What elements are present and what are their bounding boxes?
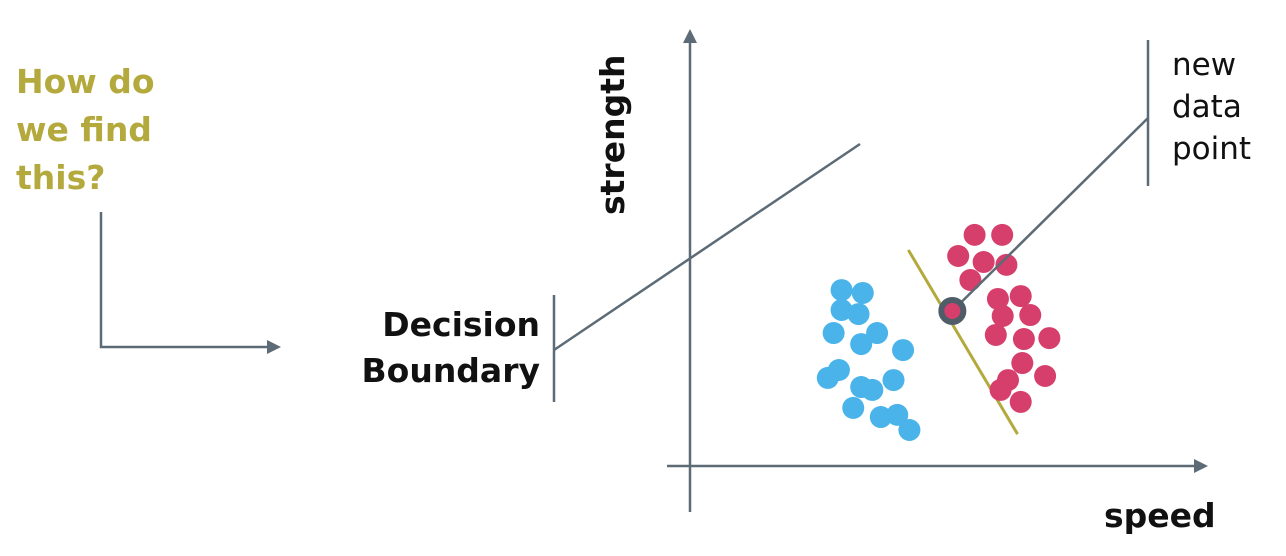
blue-class-point [851,281,874,304]
new-data-point-label-line-1: new [1172,47,1237,83]
pink-class-point [947,245,970,267]
question-pointer-arrow [99,212,281,354]
question-line-3: this? [16,158,106,197]
y-axis-label: strength [593,54,632,215]
decision-boundary-label: Decision Boundary [320,302,541,394]
pink-class-point [1009,390,1032,413]
pink-class-point [1012,328,1035,351]
blue-class-point [861,378,884,401]
x-axis-label: speed [1104,496,1216,535]
blue-class-point [869,406,892,429]
pink-class-point [989,378,1012,401]
question-text: How do we find this? [16,58,216,202]
question-line-2: we find [16,110,152,149]
pink-class-point [991,305,1014,327]
pink-class-point [959,269,982,291]
new-data-point-label-line-2: data [1172,89,1242,125]
pink-class-point [986,287,1009,310]
pink-class-point [963,223,986,246]
decision-boundary-label-line-2: Boundary [361,351,541,390]
new-data-point [938,296,967,325]
pink-class-point [991,223,1014,246]
pink-class-point [995,253,1018,276]
pink-class-point [1034,365,1057,387]
new-point-leader-line [951,117,1149,312]
pink-class-point [1009,285,1032,308]
blue-class-point [830,279,853,302]
decision-boundary-layer [907,249,1019,435]
blue-class-point [886,403,909,426]
blue-class-point [850,333,873,356]
data-points-layer [816,223,1061,441]
pink-class-point [1038,327,1061,350]
question-line-1: How do [16,62,155,101]
decision-boundary-line [907,249,1019,435]
blue-class-point [830,299,853,321]
pink-class-point [1011,352,1034,375]
pink-class-point [1019,304,1042,327]
boundary-leader-line [553,142,861,352]
new-data-point-label-line-3: point [1172,131,1252,167]
blue-class-point [822,322,845,345]
blue-class-point [882,369,905,392]
decision-boundary-label-line-1: Decision [382,305,540,344]
blue-class-point [866,322,889,345]
new-data-point-label: new data point [1172,44,1251,170]
blue-class-point [816,366,839,389]
new-point-layer [938,117,1149,325]
pink-class-point [972,251,995,273]
blue-class-point [842,396,865,419]
blue-class-point [847,303,870,326]
blue-class-point [898,419,921,441]
blue-class-point [892,339,915,362]
pink-class-point [984,323,1007,346]
